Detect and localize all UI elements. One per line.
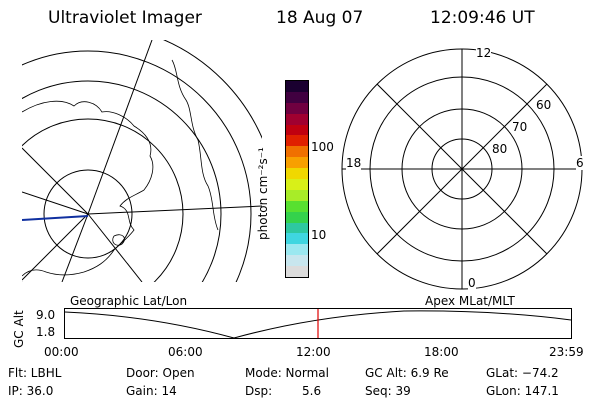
timeline-xtick-1200: 12:00 — [296, 345, 331, 359]
status-seq: Seq: 39 — [365, 384, 411, 398]
altitude-timeline — [64, 308, 572, 339]
colorbar-swatch — [286, 266, 308, 277]
colorbar-swatch — [286, 102, 308, 114]
status-dsp-value: 5.6 — [302, 384, 322, 398]
colorbar-swatch — [286, 200, 308, 212]
status-door: Door: Open — [126, 366, 195, 380]
colorbar-swatch — [286, 168, 308, 179]
colorbar-swatch — [286, 113, 308, 125]
date-label: 18 Aug 07 — [276, 8, 364, 28]
timeline-ytick-high: 9.0 — [36, 308, 56, 322]
status-mode: Mode: Normal — [245, 366, 329, 380]
polar-plot — [341, 48, 583, 290]
timeline-xtick-0600: 06:00 — [168, 345, 203, 359]
status-ip: IP: 36.0 — [8, 384, 54, 398]
colorbar-tick-100: 100 — [311, 140, 334, 154]
polar-ring-60: 60 — [536, 98, 552, 112]
colorbar-swatch — [286, 255, 308, 267]
status-dsp-label: Dsp: — [245, 384, 273, 398]
polar-label-0: 0 — [468, 276, 476, 290]
colorbar-swatch — [286, 135, 308, 147]
timeline-xtick-1800: 18:00 — [424, 345, 459, 359]
status-gain: Gain: 14 — [126, 384, 177, 398]
status-glat: GLat: −74.2 — [486, 366, 559, 380]
polar-ring-80: 80 — [492, 142, 508, 156]
colorbar-swatch — [286, 211, 308, 223]
time-label: 12:09:46 UT — [430, 8, 535, 28]
colorbar-swatch — [286, 157, 308, 169]
colorbar-swatch — [286, 233, 308, 245]
geo-map-caption: Geographic Lat/Lon — [70, 294, 188, 308]
status-filter: Flt: LBHL — [8, 366, 62, 380]
polar-plot-caption: Apex MLat/MLT — [425, 294, 515, 308]
timeline-xtick-2359: 23:59 — [549, 345, 584, 359]
colorbar-swatch — [286, 80, 308, 92]
colorbar-swatch — [286, 189, 308, 201]
timeline-xtick-0000: 00:00 — [44, 345, 79, 359]
status-gc-alt: GC Alt: 6.9 Re — [365, 366, 449, 380]
colorbar-swatch — [286, 124, 308, 136]
colorbar-swatch — [286, 91, 308, 103]
colorbar-swatch — [286, 222, 308, 234]
intensity-colorbar — [285, 80, 309, 278]
colorbar-swatch — [286, 244, 308, 256]
polar-label-12: 12 — [476, 46, 492, 60]
orbit-track — [22, 215, 89, 221]
colorbar-tick-10: 10 — [311, 228, 327, 242]
polar-label-18: 18 — [346, 156, 362, 170]
polar-label-6: 6 — [576, 156, 584, 170]
geographic-map — [22, 40, 262, 282]
polar-ring-70: 70 — [512, 120, 528, 134]
status-glon: GLon: 147.1 — [486, 384, 559, 398]
colorbar-swatch — [286, 146, 308, 158]
app-title: Ultraviolet Imager — [48, 8, 202, 28]
colorbar-swatch — [286, 178, 308, 190]
timeline-ytick-low: 1.8 — [36, 325, 56, 339]
